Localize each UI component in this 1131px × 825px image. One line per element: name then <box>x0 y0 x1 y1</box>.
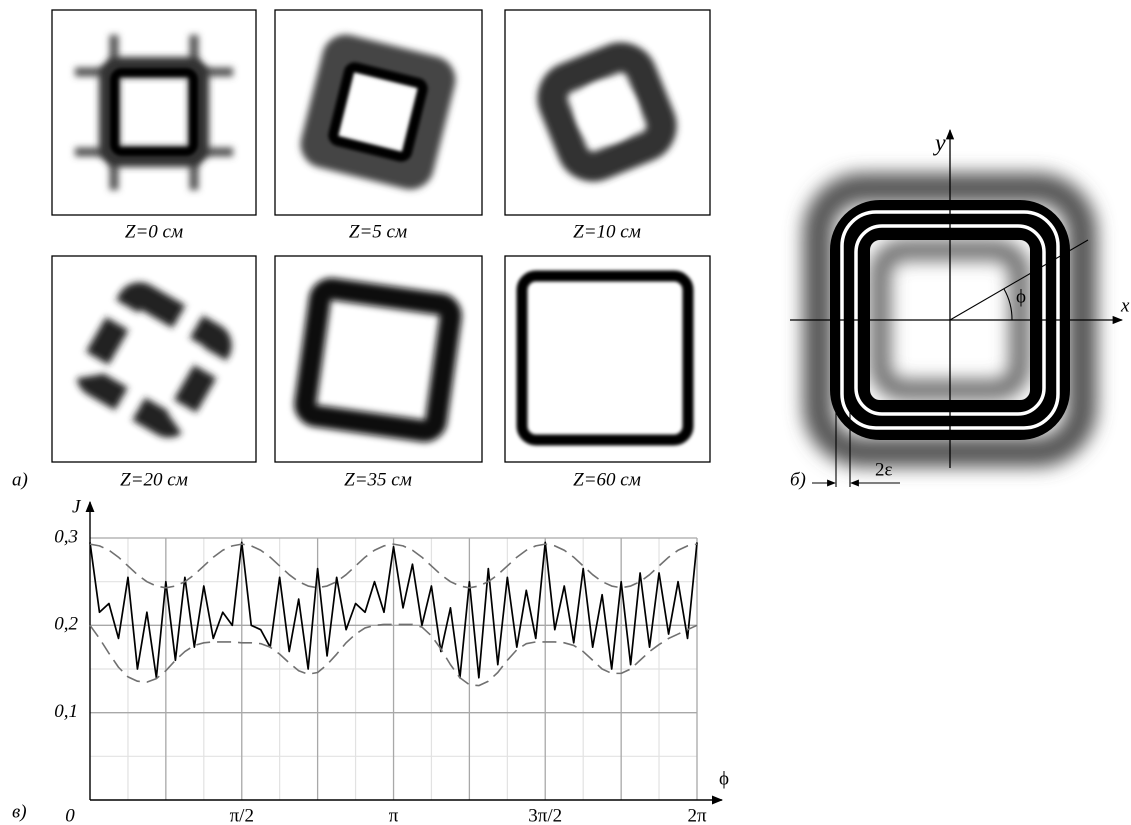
panel-c: в) 0,1 0,2 0,3 0 π/2 π 3π/2 2π Jϕ <box>12 496 729 825</box>
y-tick-label: 0,3 <box>54 526 78 547</box>
angle-label: ϕ <box>1016 286 1026 307</box>
x-tick-label: 0 <box>65 805 75 825</box>
y-axis-label: y <box>933 131 946 157</box>
panel-a: Z=0 см Z=5 см Z=10 см Z=20 см Z=35 см Z=… <box>12 10 710 490</box>
caption: Z=35 см <box>344 469 412 490</box>
figure: Z=0 см Z=5 см Z=10 см Z=20 см Z=35 см Z=… <box>0 0 1131 825</box>
y-tick-label: 0,2 <box>54 614 78 635</box>
image-frame <box>52 10 256 215</box>
panel-letter: в) <box>12 801 27 822</box>
x-axis-label: x <box>1120 295 1130 316</box>
y-axis-label: J <box>72 496 82 517</box>
x-tick-label: 3π/2 <box>528 805 562 825</box>
caption: Z=0 см <box>125 221 183 242</box>
x-tick-label: π <box>389 805 399 825</box>
x-axis-label: ϕ <box>719 768 729 789</box>
image-frame <box>505 256 710 462</box>
panel-b: y x ϕ 2ε б) <box>790 130 1130 490</box>
pattern-z10 <box>546 51 668 173</box>
caption: Z=20 см <box>120 469 188 490</box>
x-tick-label: π/2 <box>230 805 254 825</box>
panel-letter: б) <box>790 469 806 490</box>
x-tick-label: 2π <box>687 805 707 825</box>
panel-letter: а) <box>12 469 28 490</box>
caption: Z=5 см <box>349 221 407 242</box>
y-tick-label: 0,1 <box>54 701 78 722</box>
caption: Z=60 см <box>573 469 641 490</box>
width-label: 2ε <box>875 459 893 480</box>
image-frame <box>275 10 482 215</box>
caption: Z=10 см <box>573 221 641 242</box>
